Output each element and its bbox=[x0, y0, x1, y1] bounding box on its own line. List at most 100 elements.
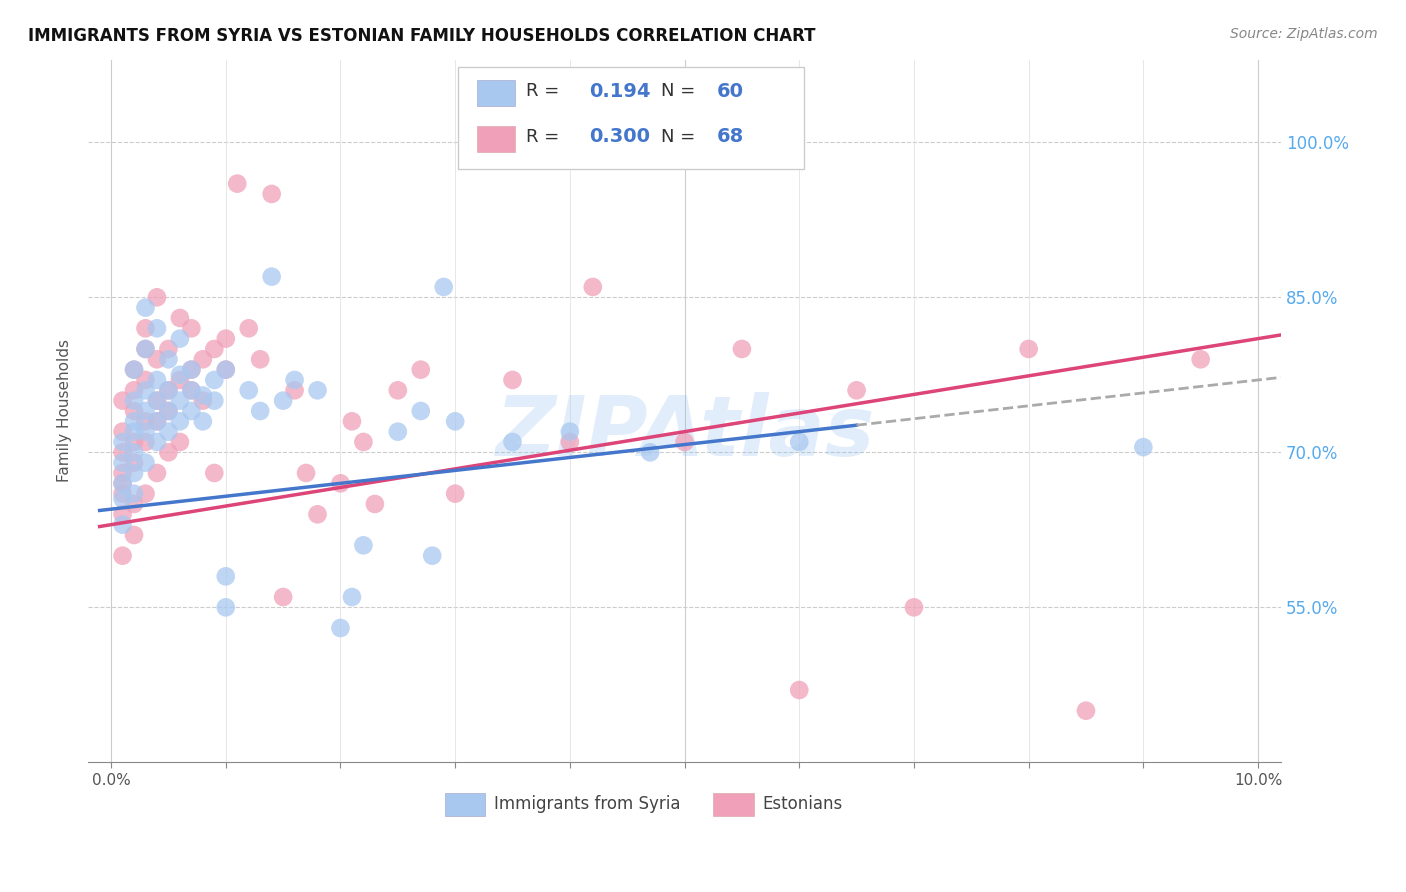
Point bbox=[122, 362, 145, 376]
Point bbox=[134, 342, 156, 356]
Point bbox=[157, 352, 180, 367]
Text: N =: N = bbox=[661, 82, 700, 100]
Point bbox=[111, 476, 134, 491]
Point bbox=[134, 434, 156, 449]
Point bbox=[180, 384, 202, 398]
Point bbox=[146, 393, 169, 408]
Point bbox=[169, 368, 191, 382]
Text: Source: ZipAtlas.com: Source: ZipAtlas.com bbox=[1230, 27, 1378, 41]
Point bbox=[352, 434, 374, 449]
Point bbox=[444, 414, 467, 428]
Point bbox=[169, 414, 191, 428]
Point bbox=[122, 497, 145, 511]
Point bbox=[146, 352, 169, 367]
Point bbox=[180, 321, 202, 335]
Point bbox=[215, 569, 238, 583]
Point bbox=[307, 384, 329, 398]
Point bbox=[122, 414, 145, 428]
Point bbox=[284, 384, 307, 398]
Point bbox=[169, 310, 191, 325]
FancyBboxPatch shape bbox=[477, 80, 515, 106]
Point bbox=[157, 404, 180, 418]
Point bbox=[444, 486, 467, 500]
Point bbox=[122, 445, 145, 459]
Point bbox=[340, 590, 363, 604]
Point bbox=[122, 456, 145, 470]
Point bbox=[387, 384, 409, 398]
Point bbox=[731, 342, 754, 356]
Point bbox=[122, 425, 145, 439]
Point bbox=[146, 373, 169, 387]
Point bbox=[191, 388, 214, 402]
Point bbox=[111, 434, 134, 449]
Point bbox=[111, 476, 134, 491]
Point bbox=[387, 425, 409, 439]
Point bbox=[787, 683, 810, 698]
Point bbox=[1018, 342, 1040, 356]
Point bbox=[202, 393, 225, 408]
Point bbox=[191, 393, 214, 408]
Point bbox=[157, 425, 180, 439]
Point bbox=[1132, 440, 1154, 454]
Point bbox=[352, 538, 374, 552]
Point bbox=[284, 373, 307, 387]
Text: ZIPAtlas: ZIPAtlas bbox=[495, 392, 875, 473]
Point bbox=[673, 434, 696, 449]
Point bbox=[180, 384, 202, 398]
Point bbox=[134, 301, 156, 315]
Point bbox=[215, 332, 238, 346]
Point bbox=[122, 393, 145, 408]
FancyBboxPatch shape bbox=[444, 793, 485, 816]
Point bbox=[582, 280, 605, 294]
Point bbox=[215, 362, 238, 376]
Point bbox=[122, 434, 145, 449]
Point bbox=[111, 549, 134, 563]
Point bbox=[307, 508, 329, 522]
FancyBboxPatch shape bbox=[713, 793, 754, 816]
Point bbox=[134, 414, 156, 428]
Point bbox=[134, 384, 156, 398]
Point bbox=[787, 434, 810, 449]
Point bbox=[111, 466, 134, 480]
Point bbox=[502, 434, 524, 449]
FancyBboxPatch shape bbox=[458, 67, 804, 169]
Point bbox=[202, 466, 225, 480]
Point bbox=[238, 321, 260, 335]
Text: R =: R = bbox=[526, 82, 565, 100]
Point bbox=[329, 621, 352, 635]
Point bbox=[249, 352, 271, 367]
Point bbox=[180, 362, 202, 376]
Point bbox=[191, 352, 214, 367]
Point bbox=[638, 445, 661, 459]
Point bbox=[122, 384, 145, 398]
Point bbox=[191, 414, 214, 428]
Point bbox=[238, 384, 260, 398]
Point bbox=[215, 362, 238, 376]
Point bbox=[134, 456, 156, 470]
Point bbox=[122, 466, 145, 480]
Point bbox=[226, 177, 249, 191]
Point bbox=[420, 549, 443, 563]
Point bbox=[1074, 704, 1097, 718]
Point bbox=[271, 590, 294, 604]
Point bbox=[169, 373, 191, 387]
Point bbox=[249, 404, 271, 418]
Point bbox=[260, 269, 283, 284]
Point bbox=[215, 600, 238, 615]
Point bbox=[111, 393, 134, 408]
Point bbox=[111, 425, 134, 439]
Point bbox=[202, 373, 225, 387]
Point bbox=[1189, 352, 1212, 367]
Point bbox=[134, 404, 156, 418]
Point bbox=[169, 393, 191, 408]
Point bbox=[558, 434, 581, 449]
Text: Immigrants from Syria: Immigrants from Syria bbox=[494, 795, 681, 813]
Point bbox=[157, 384, 180, 398]
Point bbox=[169, 434, 191, 449]
Point bbox=[364, 497, 387, 511]
Point bbox=[260, 186, 283, 201]
Point bbox=[134, 425, 156, 439]
Text: Estonians: Estonians bbox=[762, 795, 842, 813]
Point bbox=[157, 445, 180, 459]
Point bbox=[111, 456, 134, 470]
